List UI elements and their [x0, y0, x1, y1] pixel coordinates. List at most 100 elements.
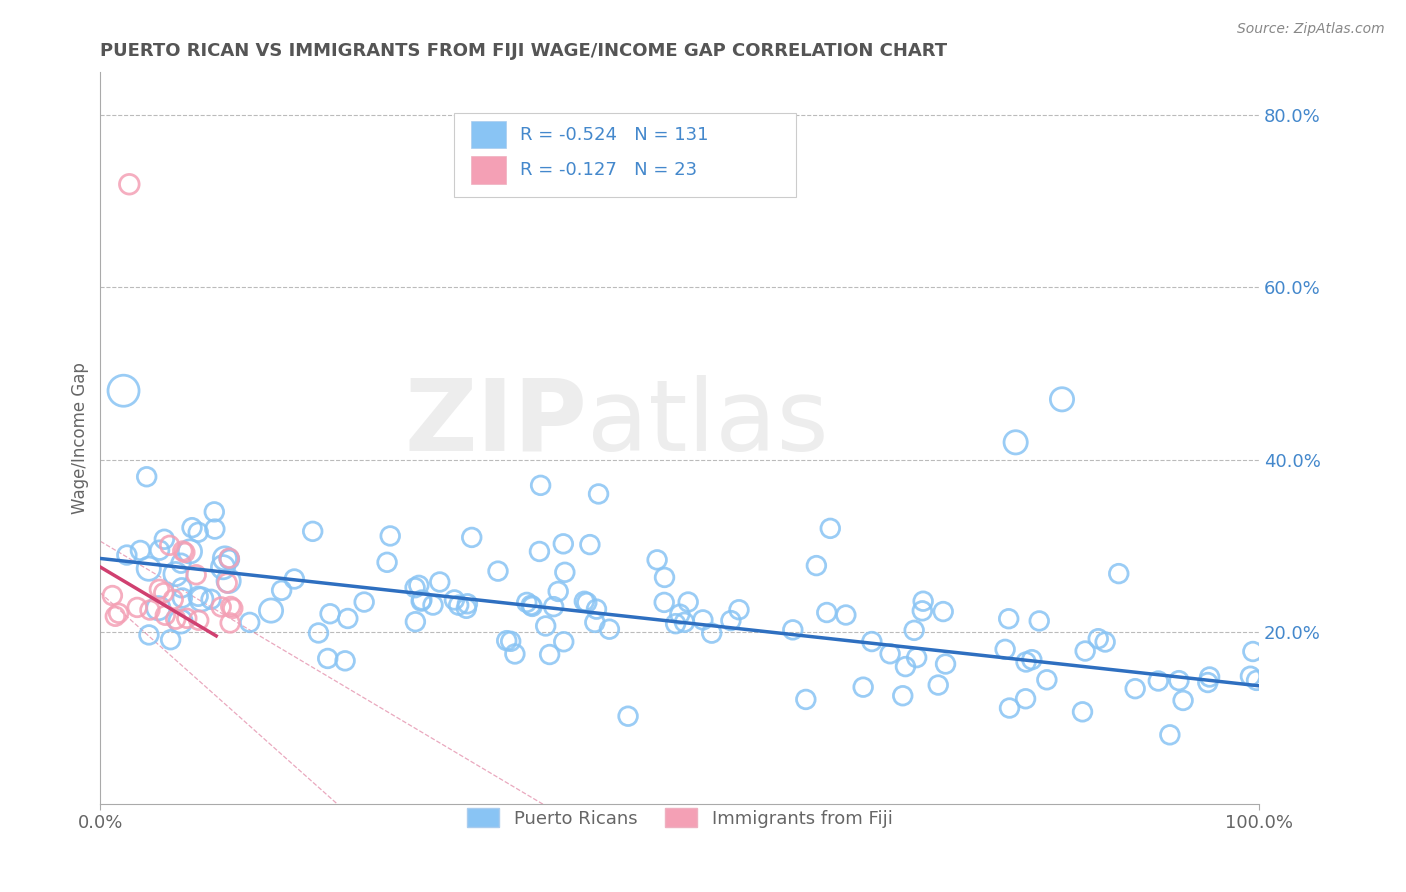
Point [218, 551, 240, 566]
Point [217, 576, 239, 591]
Point [456, 601, 478, 615]
Point [443, 593, 465, 607]
Point [218, 574, 240, 588]
Point [903, 624, 925, 638]
Bar [471, 156, 506, 184]
Point [283, 572, 305, 586]
Text: ZIP: ZIP [404, 375, 586, 472]
Point [1087, 632, 1109, 646]
Point [852, 680, 875, 694]
Point [835, 607, 858, 622]
Point [860, 634, 883, 648]
Point [336, 611, 359, 625]
Point [270, 583, 292, 598]
Point [998, 701, 1021, 715]
Point [652, 595, 675, 609]
Point [700, 626, 723, 640]
Point [538, 648, 561, 662]
Point [129, 543, 152, 558]
Point [579, 538, 602, 552]
Point [165, 612, 187, 626]
Point [574, 594, 596, 608]
Point [543, 599, 565, 614]
Text: R = -0.524   N = 131: R = -0.524 N = 131 [520, 126, 709, 144]
Point [534, 619, 557, 633]
Point [530, 478, 553, 492]
Point [353, 595, 375, 609]
Point [308, 626, 330, 640]
Point [101, 589, 124, 603]
Point [319, 607, 342, 621]
Point [1171, 693, 1194, 707]
Point [720, 614, 742, 628]
Point [176, 611, 198, 625]
Point [911, 604, 934, 618]
Point [782, 623, 804, 637]
Point [554, 566, 576, 580]
Point [676, 595, 699, 609]
Point [218, 552, 240, 566]
Point [728, 603, 751, 617]
Point [139, 603, 162, 617]
Point [204, 522, 226, 536]
Point [806, 558, 828, 573]
Point [645, 553, 668, 567]
Point [138, 562, 160, 576]
Point [148, 601, 170, 615]
Point [408, 578, 430, 592]
Point [516, 595, 538, 609]
Point [598, 622, 620, 636]
Point [214, 551, 236, 566]
Point [522, 599, 544, 614]
Point [529, 544, 551, 558]
Point [1241, 644, 1264, 658]
Point [669, 607, 692, 622]
Point [1014, 691, 1036, 706]
Point [553, 634, 575, 648]
Point [187, 525, 209, 540]
Point [152, 585, 174, 599]
Point [932, 605, 955, 619]
Point [153, 533, 176, 547]
Point [1147, 673, 1170, 688]
Point [997, 612, 1019, 626]
Point [316, 651, 339, 665]
Point [115, 548, 138, 562]
Point [219, 599, 242, 614]
Point [172, 544, 194, 558]
Point [547, 584, 569, 599]
Text: R = -0.127   N = 23: R = -0.127 N = 23 [520, 161, 697, 178]
Point [404, 581, 426, 595]
Point [520, 599, 543, 613]
Point [1123, 681, 1146, 696]
Point [654, 570, 676, 584]
Point [212, 560, 235, 574]
Point [553, 537, 575, 551]
Point [187, 613, 209, 627]
Point [583, 615, 606, 630]
Point [894, 659, 917, 673]
Point [219, 615, 242, 630]
Point [127, 600, 149, 615]
FancyBboxPatch shape [454, 112, 796, 197]
Point [170, 556, 193, 570]
Point [456, 597, 478, 611]
Point [935, 657, 957, 671]
Point [891, 689, 914, 703]
Point [1108, 566, 1130, 581]
Point [118, 178, 141, 192]
Point [1197, 675, 1219, 690]
Point [673, 615, 696, 630]
Point [148, 543, 170, 558]
Text: Source: ZipAtlas.com: Source: ZipAtlas.com [1237, 22, 1385, 37]
Point [1246, 673, 1268, 688]
Point [1015, 655, 1038, 669]
Point [495, 633, 517, 648]
Point [301, 524, 323, 539]
Point [159, 632, 181, 647]
Point [186, 567, 208, 582]
Point [994, 642, 1017, 657]
Point [173, 545, 195, 559]
Point [411, 593, 433, 607]
Point [222, 601, 245, 615]
